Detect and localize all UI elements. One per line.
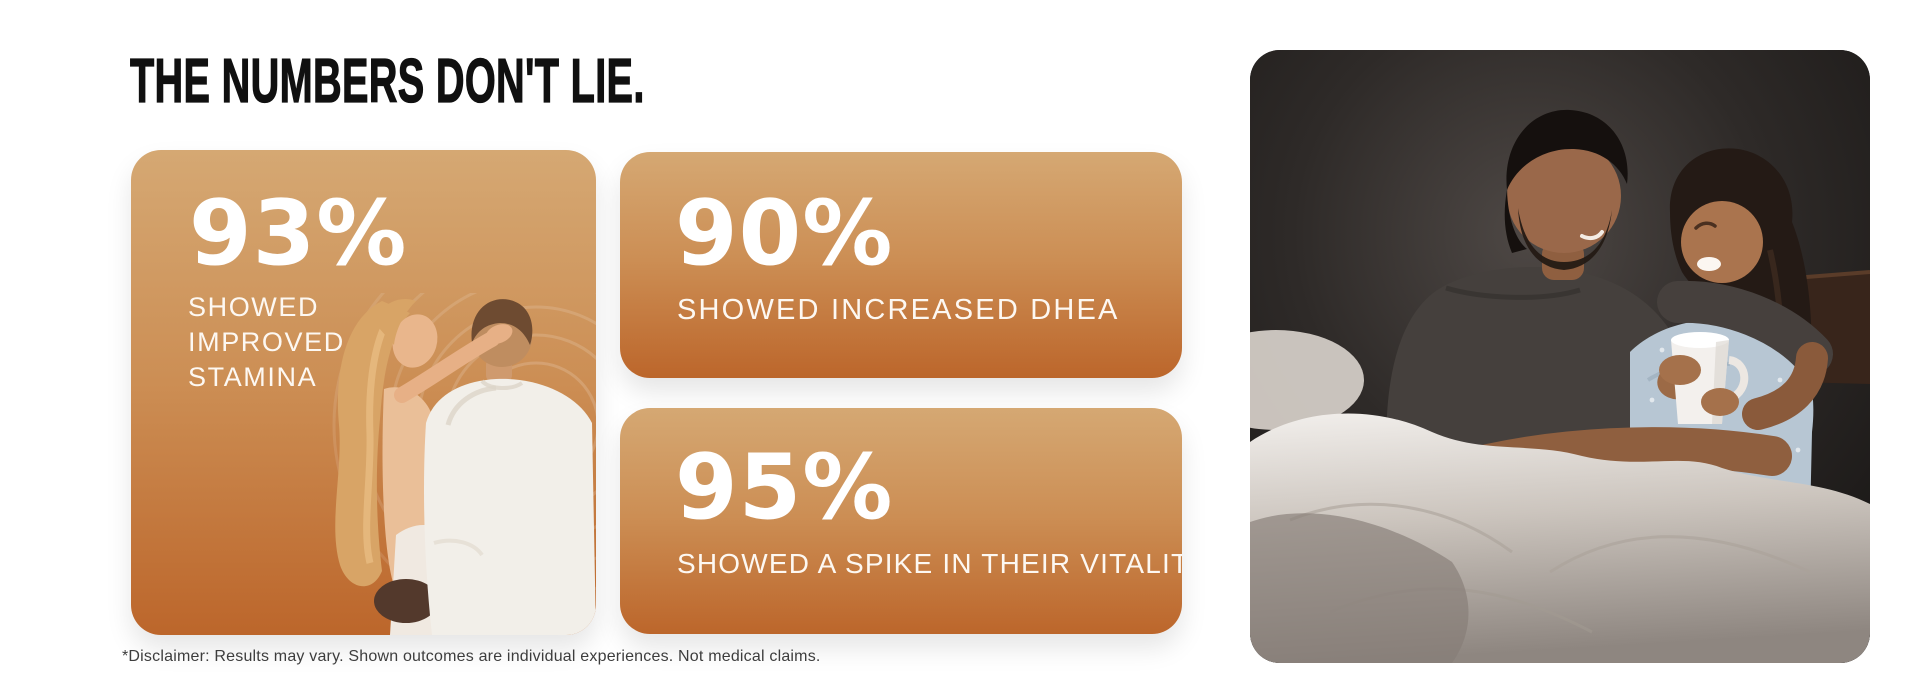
stat-value: 95% [675, 435, 894, 540]
man-figure [424, 299, 596, 635]
duvet [1250, 413, 1870, 663]
stat-label: SHOWED IMPROVED STAMINA [188, 292, 345, 392]
stat-card-vitality: 95% SHOWED A SPIKE IN THEIR VITALITY [620, 408, 1182, 634]
page-title: THE NUMBERS DON'T LIE. [130, 47, 934, 116]
page-title-text: THE NUMBERS DON'T LIE. [130, 47, 645, 116]
embracing-couple-photo [332, 293, 596, 635]
stat-label: SHOWED INCREASED DHEA [677, 294, 1120, 326]
mug-and-hands [1657, 332, 1749, 424]
stat-label: SHOWED A SPIKE IN THEIR VITALITY [677, 548, 1182, 579]
stat-card-dhea: 90% SHOWED INCREASED DHEA [620, 152, 1182, 378]
pillow [1250, 330, 1364, 430]
man-arm-around-shoulder [1657, 280, 1833, 430]
woman-arm [394, 324, 513, 403]
couple-in-bed-photo [1250, 50, 1870, 663]
disclaimer-text: *Disclaimer: Results may vary. Shown out… [122, 648, 821, 665]
stat-card-stamina: 93% SHOWED IMPROVED STAMINA [131, 150, 596, 635]
couple-in-bed-illustration [1250, 50, 1870, 663]
stat-value: 90% [675, 181, 894, 286]
stat-value: 93% [189, 181, 408, 286]
